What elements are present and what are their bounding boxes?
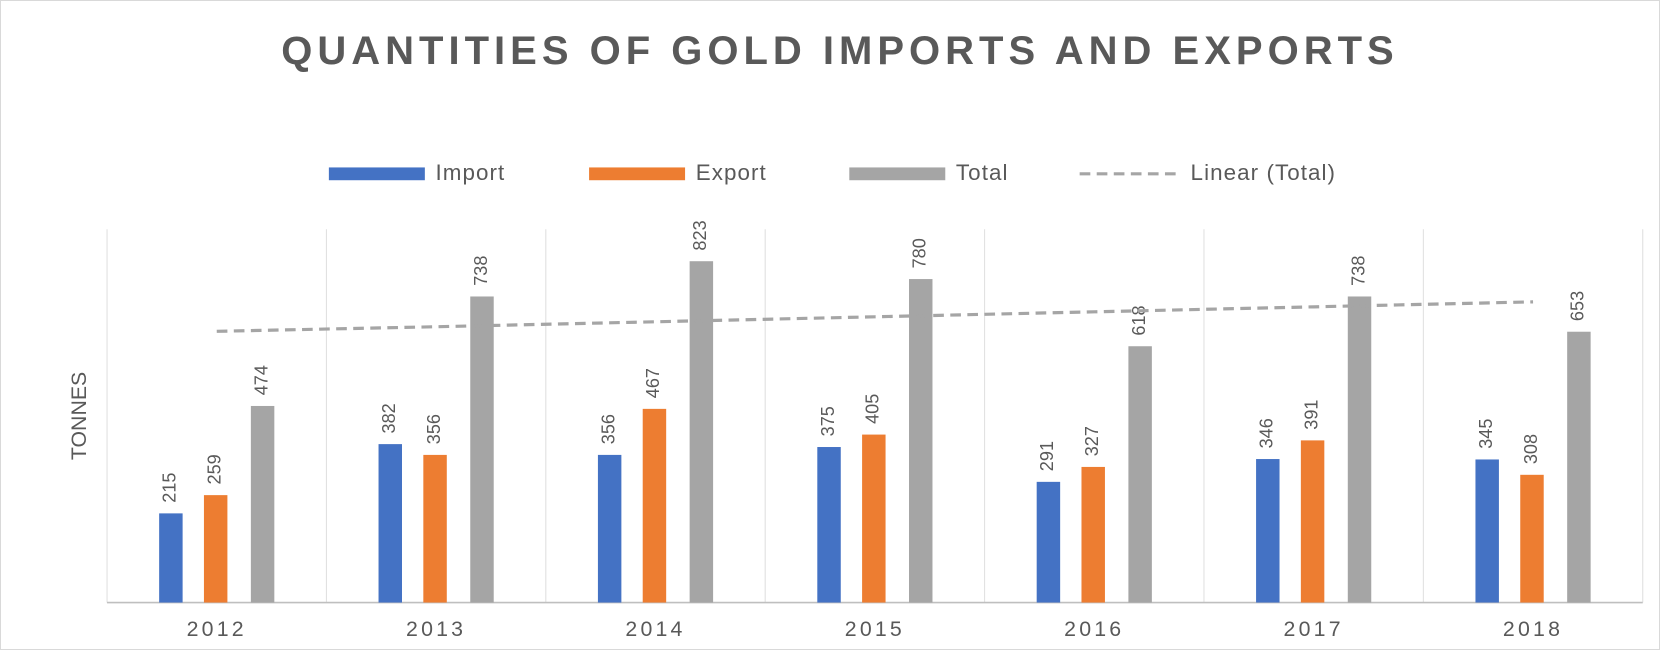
data-label: 356 (598, 414, 618, 444)
legend-label: Import (436, 160, 506, 185)
bar (689, 261, 714, 603)
bar (1347, 296, 1372, 603)
data-label: 327 (1082, 426, 1102, 456)
bar (862, 434, 886, 603)
data-label: 382 (379, 403, 399, 433)
bar (1300, 440, 1325, 603)
data-label: 308 (1521, 434, 1541, 464)
data-label: 391 (1301, 400, 1321, 430)
legend-swatch (589, 167, 686, 181)
data-label: 405 (863, 394, 883, 424)
bar (909, 279, 933, 603)
bar (597, 454, 622, 603)
data-label: 738 (1348, 256, 1368, 286)
x-tick-label: 2016 (1064, 617, 1124, 641)
bar (1520, 474, 1544, 603)
bar (817, 447, 841, 603)
data-label: 345 (1476, 419, 1496, 449)
data-label: 346 (1257, 418, 1277, 448)
bar (159, 513, 183, 603)
legend-swatch (849, 167, 946, 181)
data-label: 259 (204, 454, 224, 484)
data-label: 467 (643, 368, 663, 398)
bar (470, 296, 494, 603)
bar (378, 444, 402, 603)
data-label: 738 (471, 256, 491, 286)
bar (1036, 481, 1061, 603)
bar (1475, 459, 1499, 603)
data-label: 215 (160, 472, 180, 502)
bar (1567, 331, 1591, 603)
y-axis-title: TONNES (67, 372, 91, 460)
data-label: 618 (1129, 305, 1149, 335)
data-label: 780 (910, 238, 930, 268)
legend-label: Total (956, 160, 1009, 185)
data-label: 823 (690, 220, 710, 250)
bar (1081, 466, 1105, 603)
chart-title: QUANTITIES OF GOLD IMPORTS AND EXPORTS (281, 29, 1399, 73)
legend-label: Linear (Total) (1191, 160, 1337, 185)
data-label: 375 (818, 406, 838, 436)
data-label: 356 (424, 414, 444, 444)
x-tick-label: 2015 (845, 617, 905, 641)
bar (1128, 346, 1152, 603)
x-tick-label: 2012 (187, 617, 247, 641)
bar (642, 408, 667, 603)
legend-swatch (328, 167, 425, 181)
bar (423, 454, 447, 603)
trend-line (216, 300, 1534, 333)
data-label: 474 (251, 365, 271, 395)
data-label: 291 (1037, 441, 1057, 471)
x-tick-label: 2013 (406, 617, 466, 641)
x-tick-label: 2014 (625, 617, 685, 641)
bar (1256, 459, 1280, 603)
x-tick-label: 2017 (1284, 617, 1344, 641)
legend-label: Export (696, 160, 767, 185)
bar (203, 495, 228, 603)
x-tick-label: 2018 (1503, 617, 1563, 641)
data-label: 653 (1568, 291, 1588, 321)
bar (250, 405, 275, 603)
